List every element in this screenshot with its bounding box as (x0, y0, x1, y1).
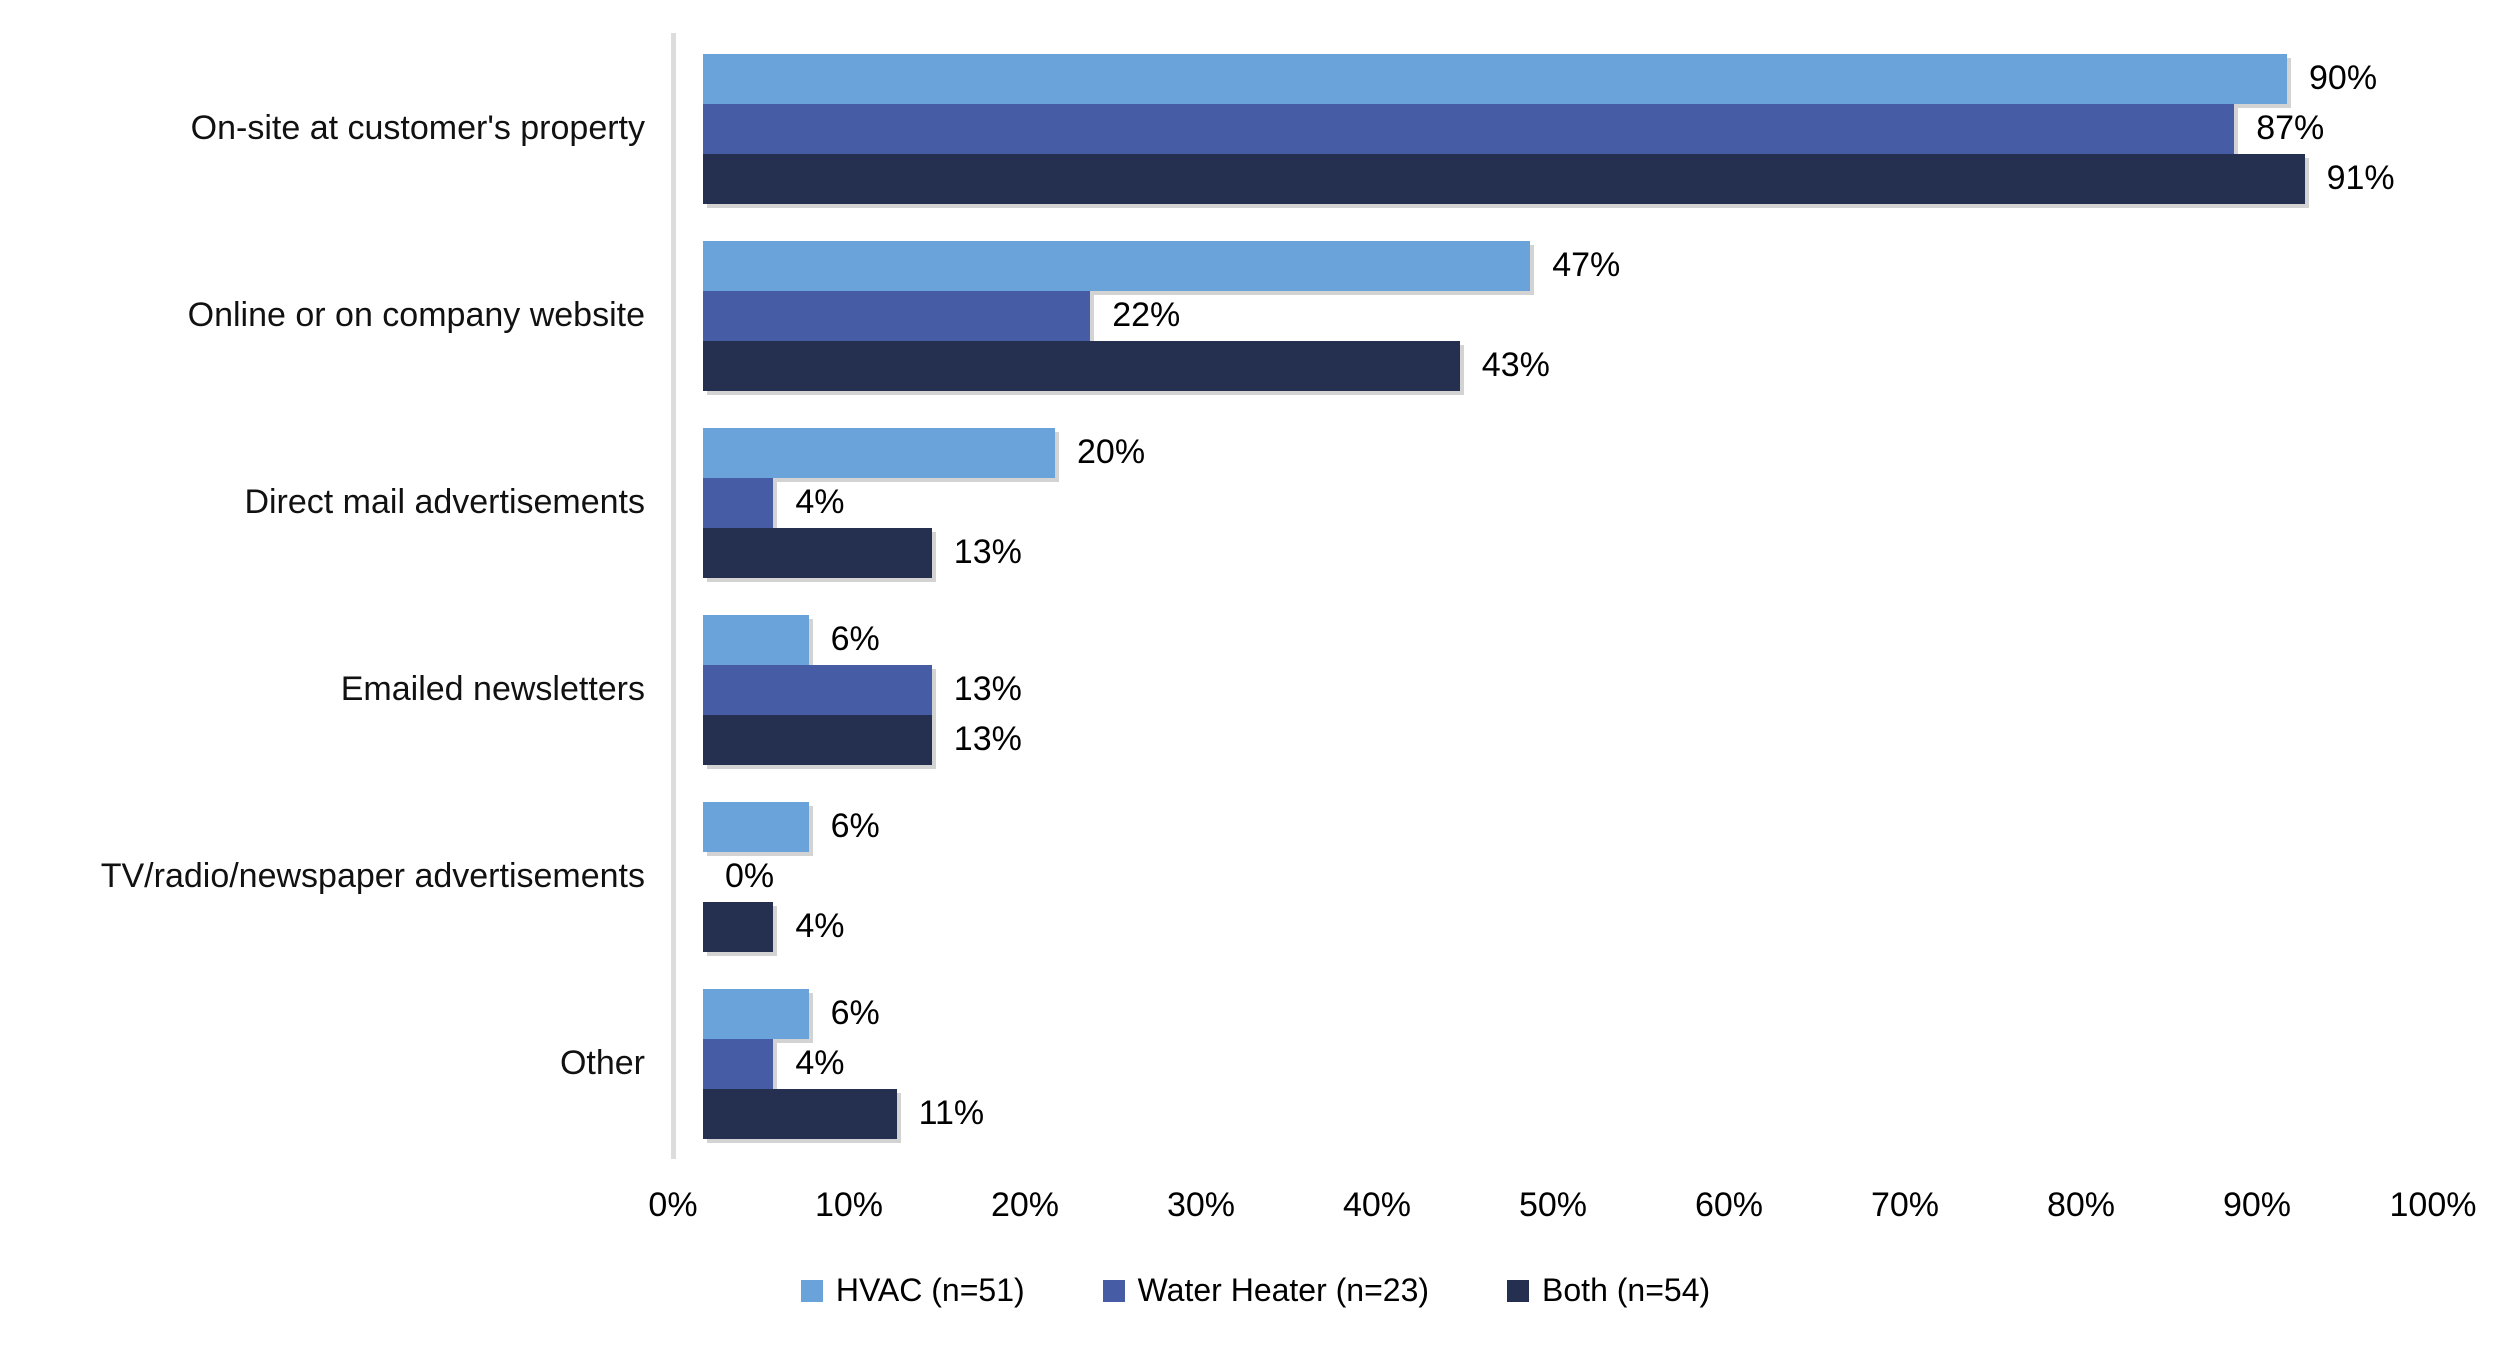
x-axis-tick-label: 10% (814, 1186, 884, 1224)
value-label: 13% (953, 533, 1022, 571)
bar-group: 47% 22% 43% (703, 240, 2463, 391)
value-label: 90% (2309, 59, 2378, 97)
x-axis-tick-label: 40% (1342, 1186, 1412, 1224)
bar-group: 6% 4% 11% (703, 988, 2463, 1139)
bar-both (703, 153, 2305, 204)
bar-line: 13% (703, 527, 2463, 578)
x-axis-tick-label: 70% (1870, 1186, 1940, 1224)
category-group: Online or on company website 47% 22% 43% (0, 222, 2511, 409)
bar-both (703, 901, 774, 952)
bar-hvac (703, 801, 809, 852)
bar-both (703, 714, 932, 765)
x-axis-tick-label: 30% (1166, 1186, 1236, 1224)
bar-line: 20% (703, 427, 2463, 478)
x-axis-tick-label: 50% (1518, 1186, 1588, 1224)
bar-line: 4% (703, 477, 2463, 528)
bar-group: 20% 4% 13% (703, 427, 2463, 578)
bar-group: 6% 0% 4% (703, 801, 2463, 952)
bar-hvac (703, 614, 809, 665)
x-axis-tick-label: 90% (2222, 1186, 2292, 1224)
category-label: On-site at customer's property (190, 108, 645, 147)
category-label: Other (559, 1043, 645, 1082)
bar-line: 6% (703, 801, 2463, 852)
bar-line: 13% (703, 714, 2463, 765)
y-axis-line (671, 33, 676, 1159)
bar-water (703, 664, 932, 715)
bar-both (703, 1088, 897, 1139)
x-axis-tick-label: 0% (648, 1186, 698, 1224)
legend: HVAC (n=51) Water Heater (n=23) Both (n=54… (0, 1272, 2511, 1309)
bar-hvac (703, 240, 1531, 291)
value-label: 13% (953, 670, 1022, 708)
value-label: 4% (795, 907, 845, 945)
bar-line: 43% (703, 340, 2463, 391)
value-label: 11% (918, 1094, 985, 1132)
plot-rows: On-site at customer's property 90% 87% 91% O… (0, 35, 2511, 1157)
category-label: Direct mail advertisements (244, 482, 645, 521)
bar-both (703, 527, 932, 578)
bar-hvac (703, 53, 2287, 104)
category-group: Direct mail advertisements 20% 4% 13% (0, 409, 2511, 596)
value-label: 4% (795, 483, 845, 521)
x-axis-tick-label: 80% (2046, 1186, 2116, 1224)
value-label: 6% (830, 620, 880, 658)
x-axis-tick-label: 100% (2389, 1186, 2477, 1224)
bar-hvac (703, 427, 1055, 478)
bar-water (703, 290, 1091, 341)
value-label: 6% (830, 807, 880, 845)
value-label: 91% (2326, 159, 2395, 197)
bar-line: 0% (703, 852, 2463, 902)
bar-both (703, 340, 1460, 391)
value-label: 43% (1481, 346, 1550, 384)
value-label: 6% (830, 994, 880, 1032)
x-axis-tick-label: 20% (990, 1186, 1060, 1224)
value-label: 87% (2256, 109, 2325, 147)
value-label: 47% (1552, 246, 1621, 284)
bar-line: 4% (703, 1038, 2463, 1089)
legend-item-hvac: HVAC (n=51) (800, 1272, 1025, 1309)
legend-swatch-icon (1507, 1279, 1530, 1302)
x-axis: 0% 10% 20% 30% 40% 50% 60% 70% 80% 90% 100% (648, 1186, 2476, 1236)
value-label: 13% (953, 720, 1022, 758)
bar-line: 6% (703, 614, 2463, 665)
x-axis-tick-label: 60% (1694, 1186, 1764, 1224)
legend-label: Water Heater (n=23) (1137, 1272, 1430, 1308)
bar-water (703, 477, 774, 528)
value-label: 20% (1077, 433, 1146, 471)
bar-line: 90% (703, 53, 2463, 104)
value-label: 22% (1112, 296, 1181, 334)
legend-item-water: Water Heater (n=23) (1102, 1272, 1430, 1309)
bar-line: 87% (703, 103, 2463, 154)
value-label: 0% (725, 857, 775, 895)
category-group: Emailed newsletters 6% 13% 13% (0, 596, 2511, 783)
legend-item-both: Both (n=54) (1507, 1272, 1710, 1309)
bar-line: 22% (703, 290, 2463, 341)
bar-group: 90% 87% 91% (703, 53, 2463, 204)
category-group: On-site at customer's property 90% 87% 91% (0, 35, 2511, 222)
bar-line: 6% (703, 988, 2463, 1039)
category-group: TV/radio/newspaper advertisements 6% 0% 4% (0, 783, 2511, 970)
bar-line: 13% (703, 664, 2463, 715)
bar-hvac (703, 988, 809, 1039)
legend-label: HVAC (n=51) (835, 1272, 1025, 1308)
legend-swatch-icon (800, 1279, 823, 1302)
bar-water (703, 103, 2235, 154)
category-group: Other 6% 4% 11% (0, 970, 2511, 1157)
category-label: Emailed newsletters (340, 669, 645, 708)
legend-label: Both (n=54) (1542, 1272, 1711, 1308)
bar-line: 91% (703, 153, 2463, 204)
bar-group: 6% 13% 13% (703, 614, 2463, 765)
bar-water (703, 1038, 774, 1089)
legend-swatch-icon (1102, 1279, 1125, 1302)
category-label: TV/radio/newspaper advertisements (100, 856, 645, 895)
value-label: 4% (795, 1044, 845, 1082)
category-label: Online or on company website (187, 295, 645, 334)
bar-line: 11% (703, 1088, 2463, 1139)
bar-line: 47% (703, 240, 2463, 291)
bar-line: 4% (703, 901, 2463, 952)
